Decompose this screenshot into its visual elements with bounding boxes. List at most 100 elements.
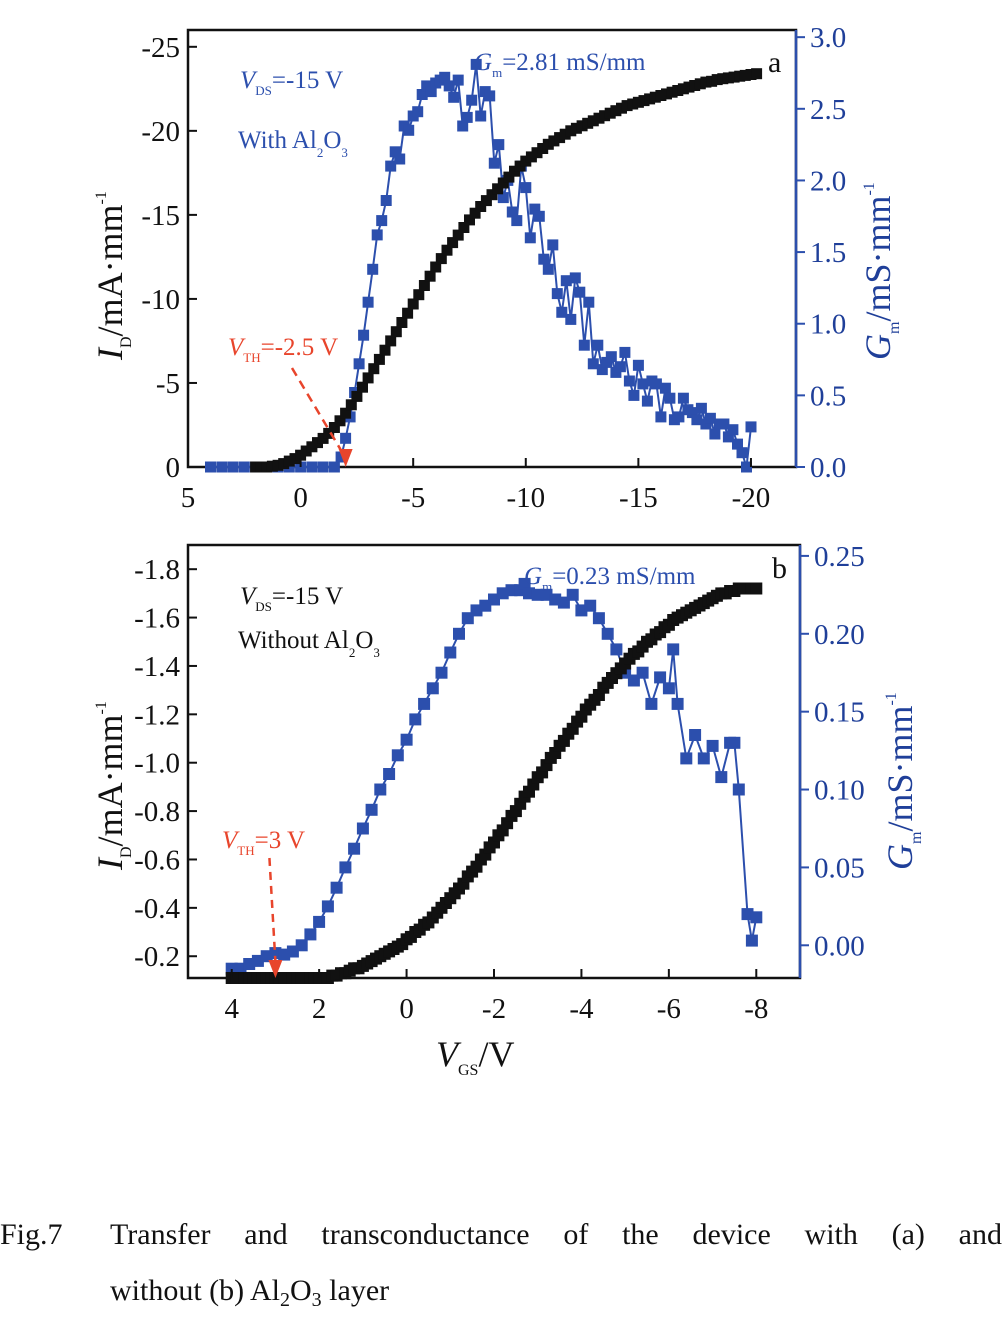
panel-a-condition-annotation: With Al2O3 (238, 127, 348, 160)
gm-point (444, 646, 457, 659)
gm-point (426, 682, 439, 695)
y-left-tick-label: -1.2 (134, 699, 180, 731)
gm-point (403, 124, 415, 136)
panel-a-vth-annotation: VTH=-2.5 V (228, 334, 338, 365)
id-point (340, 407, 352, 419)
y-right-tick-label: 0.5 (810, 380, 846, 412)
panel-a-gm-series (205, 58, 757, 473)
id-point (475, 201, 487, 212)
gm-point (205, 461, 216, 473)
gm-point (488, 157, 500, 169)
gm-point (448, 91, 460, 103)
gm-point (321, 900, 334, 913)
panel-a-label: a (768, 46, 781, 79)
id-point (261, 461, 273, 473)
id-point (751, 68, 763, 80)
id-point (278, 458, 290, 470)
id-point (587, 115, 599, 127)
panel-b-y-right-label: Gm/mS·mm-1 (880, 692, 925, 870)
id-point (700, 76, 712, 88)
id-point (441, 244, 453, 256)
y-right-tick-label: 0.00 (814, 930, 865, 962)
y-left-tick-label: -10 (141, 284, 180, 316)
y-left-tick-label: 0 (166, 452, 181, 484)
id-point (632, 96, 644, 108)
gm-point (365, 803, 378, 816)
gm-line (210, 64, 752, 468)
gm-point (704, 412, 716, 424)
gm-point (330, 881, 343, 894)
y-left-tick-label: -20 (141, 116, 180, 148)
gm-point (374, 783, 387, 796)
panel-a-y-right-label: Gm/mS·mm-1 (858, 182, 903, 360)
id-point (599, 110, 611, 122)
gm-point (677, 392, 689, 404)
gm-point (709, 428, 721, 440)
panel-b-y-left-label: ID/mA·mm-1 (90, 701, 135, 871)
id-point (661, 88, 672, 100)
gm-point (238, 461, 250, 473)
id-point (345, 399, 357, 411)
gm-point (578, 339, 590, 351)
panel-b-id-series (225, 582, 763, 984)
gm-point (619, 346, 631, 358)
gm-point (484, 90, 496, 102)
gm-point (418, 697, 431, 710)
gm-point (641, 395, 653, 407)
id-point (424, 270, 436, 282)
gm-point (745, 421, 757, 433)
y-right-tick-label: 2.5 (810, 94, 846, 126)
id-point (649, 91, 661, 103)
gm-point (592, 339, 604, 351)
id-point (283, 455, 295, 467)
y-left-tick-label: -1.6 (134, 603, 180, 635)
y-right-tick-label: 3.0 (810, 22, 846, 54)
gm-point (697, 752, 710, 765)
gm-point (551, 288, 563, 300)
id-point (537, 143, 549, 154)
x-tick-label: -8 (744, 993, 768, 1025)
gm-point (461, 111, 473, 123)
y-right-tick-label: 0.20 (814, 619, 865, 651)
gm-point (348, 842, 361, 855)
id-point (497, 177, 509, 189)
gm-point (650, 378, 662, 390)
gm-point (610, 643, 623, 656)
gm-point (400, 733, 413, 746)
gm-point (741, 461, 752, 473)
id-point (362, 372, 374, 384)
gm-point (605, 351, 617, 363)
gm-point (601, 627, 614, 640)
gm-point (655, 411, 667, 423)
vth-leader-line (268, 857, 277, 963)
vth-arrowhead (338, 449, 353, 467)
id-point (542, 138, 554, 150)
gm-point (533, 210, 545, 222)
gm-point (601, 356, 613, 368)
id-point (672, 85, 684, 96)
y-right-tick-label: 1.0 (810, 309, 846, 341)
id-point (289, 453, 301, 465)
id-point (430, 261, 442, 273)
x-axis-label: VGS/V (436, 1034, 514, 1079)
panel-b-gm-peak-annotation: Gm=0.23 mS/mm (524, 563, 696, 594)
id-point (570, 122, 582, 134)
gm-point (637, 378, 649, 390)
y-right-tick-label: 0.10 (814, 775, 865, 807)
gm-point (497, 192, 509, 204)
x-tick-label: -10 (506, 482, 545, 514)
gm-point (565, 313, 577, 325)
gm-point (439, 71, 451, 83)
gm-point (659, 382, 671, 394)
id-point (503, 171, 515, 183)
gm-point (409, 713, 422, 726)
y-left-tick-label: -0.4 (134, 893, 180, 925)
gm-point (728, 736, 741, 749)
x-tick-label: -5 (401, 482, 425, 514)
panel-a-vds-annotation: VDS=-15 V (240, 67, 343, 98)
gm-point (745, 934, 758, 947)
gm-point (394, 153, 406, 165)
id-point (689, 80, 701, 91)
gm-point (339, 861, 352, 874)
gm-point (466, 94, 478, 106)
